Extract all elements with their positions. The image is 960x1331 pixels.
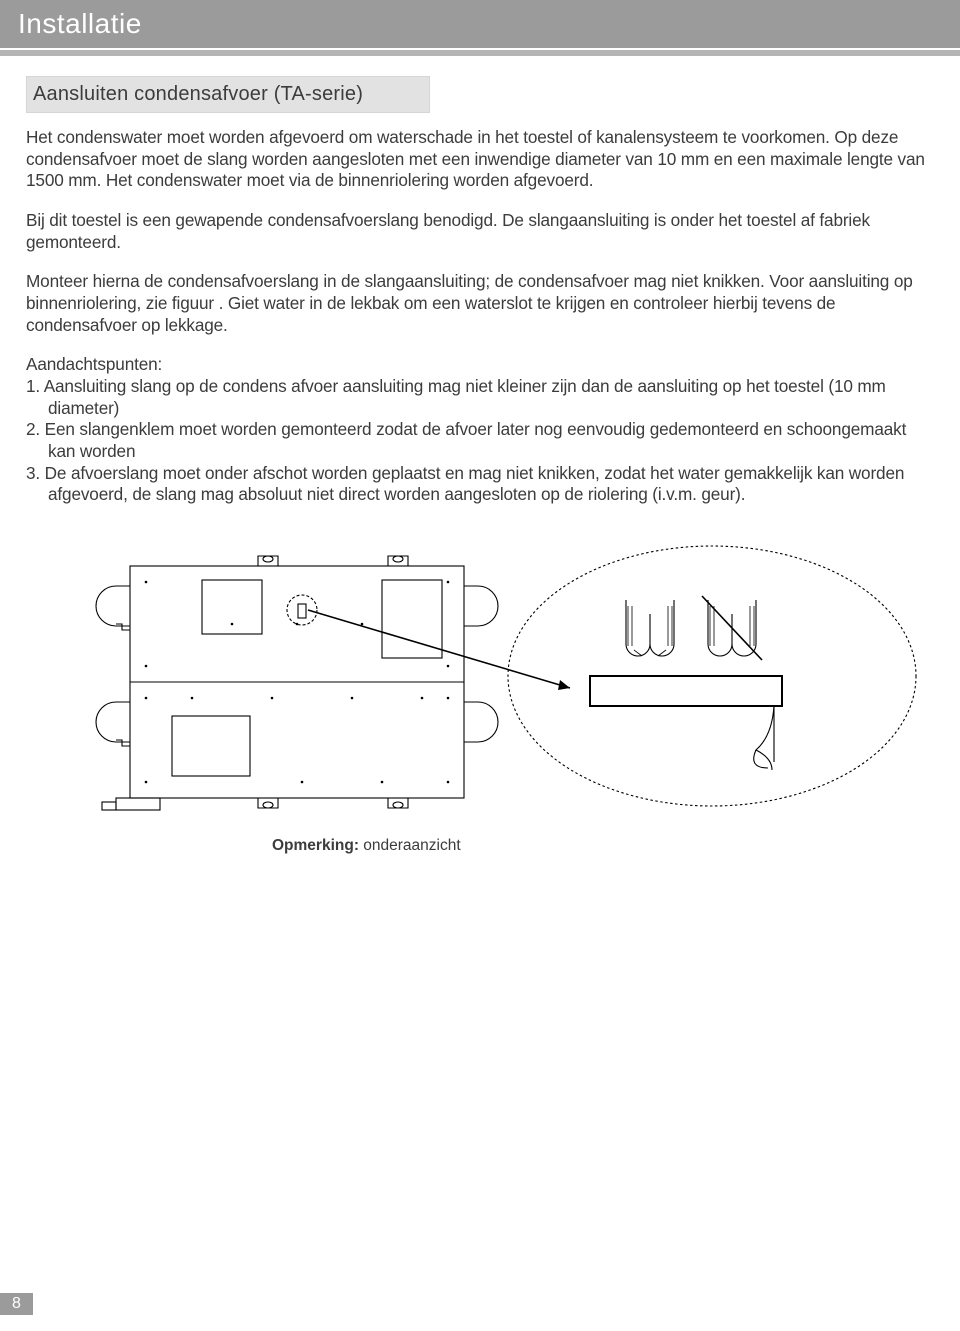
paragraph-1: Het condenswater moet worden afgevoerd o… bbox=[26, 127, 934, 192]
figure: Opmerking: onderaanzicht bbox=[26, 526, 934, 855]
page-number: 8 bbox=[0, 1293, 33, 1315]
attention-item-1: 1. Aansluiting slang op de condens afvoe… bbox=[26, 376, 934, 419]
section-heading: Aansluiten condensafvoer (TA-serie) bbox=[26, 76, 430, 113]
attention-heading: Aandachtspunten: bbox=[26, 354, 934, 376]
page-header: Installatie bbox=[0, 0, 960, 48]
page: Installatie Aansluiten condensafvoer (TA… bbox=[0, 0, 960, 1331]
paragraph-3: Monteer hierna de condensafvoerslang in … bbox=[26, 271, 934, 336]
attention-list: 1. Aansluiting slang op de condens afvoe… bbox=[26, 376, 934, 506]
section-title-text: Aansluiten condensafvoer (TA-serie) bbox=[33, 83, 363, 105]
figure-caption-bold: Opmerking: bbox=[272, 837, 359, 854]
page-number-text: 8 bbox=[12, 1295, 21, 1312]
attention-item-2: 2. Een slangenklem moet worden gemonteer… bbox=[26, 419, 934, 462]
figure-caption: Opmerking: onderaanzicht bbox=[272, 837, 934, 855]
technical-diagram-icon bbox=[72, 526, 932, 826]
content-area: Aansluiten condensafvoer (TA-serie) Het … bbox=[0, 56, 960, 855]
figure-caption-rest: onderaanzicht bbox=[359, 837, 461, 854]
paragraph-2: Bij dit toestel is een gewapende condens… bbox=[26, 210, 934, 253]
page-title: Installatie bbox=[18, 8, 142, 39]
attention-item-3: 3. De afvoerslang moet onder afschot wor… bbox=[26, 463, 934, 506]
